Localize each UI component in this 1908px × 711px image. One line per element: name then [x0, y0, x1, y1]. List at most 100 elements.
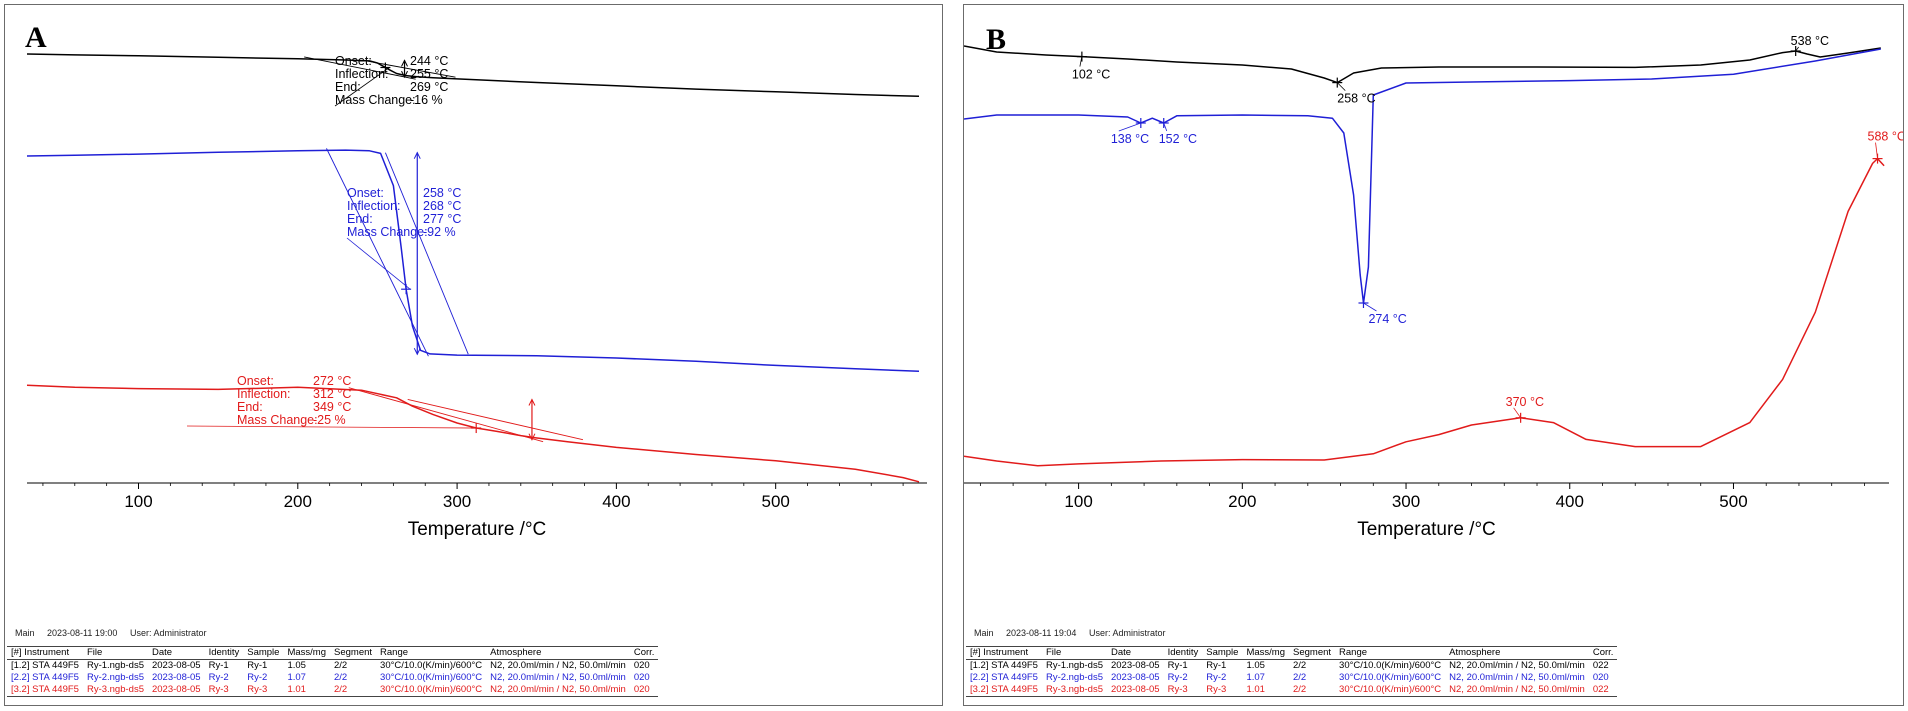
- annotation-label: Inflection:: [347, 199, 401, 213]
- legend-cell: 30°C/10.0(K/min)/600°C: [376, 684, 487, 697]
- legend-cell: [1.2] STA 449F5: [11, 660, 79, 671]
- peak-label: 138 °C: [1111, 132, 1149, 146]
- legend-cell: 2023-08-05: [1106, 684, 1164, 697]
- annotation-value: 272 °C: [313, 374, 351, 388]
- legend-row: [3.2] STA 449F5 Ry-3.ngb-ds5 2023-08-05 Ry-…: [7, 684, 659, 697]
- legend-cell: 020: [633, 660, 650, 671]
- annotation-label: End:: [347, 212, 373, 226]
- annotation-value: -25 %: [313, 413, 346, 427]
- legend-header-cell: Corr.: [1588, 646, 1618, 660]
- leader-line: [1118, 122, 1141, 132]
- legend-cell: 2/2: [334, 672, 348, 683]
- legend-cell: 2023-08-05: [1110, 672, 1160, 683]
- annotation-label: Mass Change:: [335, 93, 416, 107]
- peak-label: 102 °C: [1072, 68, 1110, 82]
- legend-header-cell: [#] Instrument: [966, 646, 1042, 660]
- legend-cell: Ry-1: [247, 660, 268, 671]
- legend-cell: 2023-08-05: [1110, 660, 1160, 671]
- legend-cell: Ry-1: [1167, 660, 1188, 671]
- legend-cell: Ry-2: [247, 672, 268, 683]
- annotation-label: Onset:: [335, 54, 372, 68]
- legend-header-cell: File: [1041, 646, 1107, 660]
- legend-cell: 1.07: [287, 672, 306, 683]
- peak-label: 152 °C: [1159, 132, 1197, 146]
- leader-line: [1363, 302, 1377, 312]
- leader-line: [334, 67, 390, 107]
- legend-cell: 022: [1588, 684, 1618, 697]
- legend-cell: Ry-3.ngb-ds5: [1041, 684, 1107, 697]
- tangent-line: [384, 152, 469, 355]
- legend-cell: Ry-1: [1206, 660, 1227, 671]
- annotation-value: 258 °C: [423, 186, 461, 200]
- tangent-line: [407, 399, 584, 441]
- legend-cell: 1.07: [1246, 672, 1265, 683]
- legend-cell: 020: [629, 684, 659, 697]
- arrow-head: [528, 398, 536, 406]
- legend-cell: 30°C/10.0(K/min)/600°C: [1339, 660, 1442, 671]
- x-tick-label: 300: [1392, 492, 1420, 511]
- legend-cell: 30°C/10.0(K/min)/600°C: [1335, 684, 1446, 697]
- legend-cell: 2/2: [1289, 684, 1336, 697]
- leader-line: [346, 237, 411, 290]
- legend-cell: N2, 20.0ml/min / N2, 50.0ml/min: [1449, 660, 1585, 671]
- legend-cell: Ry-2: [1206, 672, 1227, 683]
- series-line-ry-1: [26, 53, 920, 98]
- legend-cell: N2, 20.0ml/min / N2, 50.0ml/min: [490, 660, 626, 671]
- annotation-label: Onset:: [347, 186, 384, 200]
- peak-label: 538 °C: [1791, 34, 1829, 48]
- legend-table: [#] Instrument File Date Identity Sample Mass…: [966, 646, 1618, 697]
- arrow-head: [413, 151, 421, 159]
- annotation-label: End:: [335, 80, 361, 94]
- x-tick-label: 500: [1719, 492, 1747, 511]
- footer-user: User: Administrator: [1088, 628, 1166, 638]
- panel-b: B 100 200 300 400 500 Temperature /°C 102 °C 25…: [963, 4, 1904, 706]
- arrow-head: [401, 70, 408, 79]
- legend-cell: [2.2] STA 449F5: [11, 672, 79, 683]
- legend-header-cell: Mass/mg: [283, 646, 330, 660]
- legend-cell: Ry-3: [204, 684, 244, 697]
- legend-header-cell: [#] Instrument: [7, 646, 83, 660]
- legend-cell: 2/2: [1293, 672, 1307, 683]
- legend-cell: N2, 20.0ml/min / N2, 50.0ml/min: [486, 684, 630, 697]
- footer-datetime: 2023-08-11 19:04: [1006, 628, 1077, 638]
- arrow-head: [528, 433, 536, 441]
- legend-header-cell: Range: [1335, 646, 1446, 660]
- series-line-ry-2: [964, 48, 1881, 304]
- leader-line: [1513, 407, 1521, 419]
- legend-cell: 2023-08-05: [151, 660, 201, 671]
- x-axis-label: Temperature /°C: [1357, 519, 1496, 540]
- annotation-label: End:: [237, 400, 263, 414]
- legend-cell: Ry-1.ngb-ds5: [1045, 660, 1103, 671]
- legend-cell: 30°C/10.0(K/min)/600°C: [380, 660, 483, 671]
- legend-cell: Ry-2.ngb-ds5: [86, 672, 144, 683]
- tangent-line: [304, 56, 416, 80]
- x-axis-label: Temperature /°C: [408, 519, 547, 540]
- series-line-ry-3: [26, 384, 920, 483]
- legend-header-cell: Segment: [1289, 646, 1336, 660]
- peak-label: 274 °C: [1368, 312, 1406, 326]
- dsc-chart: B 100 200 300 400 500 Temperature /°C 102 °C 25…: [964, 23, 1903, 540]
- legend-cell: 020: [1592, 672, 1609, 683]
- legend-cell: 30°C/10.0(K/min)/600°C: [1339, 672, 1442, 683]
- footer-view: Main: [15, 628, 35, 638]
- legend-header-cell: Mass/mg: [1242, 646, 1289, 660]
- legend-cell: 2023-08-05: [147, 684, 205, 697]
- legend-header-cell: File: [82, 646, 148, 660]
- peak-label: 258 °C: [1337, 92, 1375, 106]
- annotation-label: Inflection:: [335, 67, 389, 81]
- legend-cell: 1.01: [283, 684, 330, 697]
- tangent-line: [348, 387, 544, 443]
- leader-line: [1079, 56, 1083, 67]
- x-tick-label: 100: [1064, 492, 1092, 511]
- legend-cell: 1.01: [1242, 684, 1289, 697]
- legend-header-cell: Segment: [330, 646, 377, 660]
- legend-cell: Ry-2: [208, 672, 229, 683]
- arrow-head: [413, 347, 421, 356]
- annotation-value: 269 °C: [410, 80, 448, 94]
- legend-header-cell: Corr.: [629, 646, 659, 660]
- legend-cell: 2/2: [330, 684, 377, 697]
- annotation-value: 312 °C: [313, 387, 351, 401]
- panel-letter-a: A: [25, 21, 47, 54]
- x-tick-label: 200: [284, 492, 312, 511]
- panel-a: A 100 200 300 400 500 Temperature /°C Onset: 24…: [4, 4, 943, 706]
